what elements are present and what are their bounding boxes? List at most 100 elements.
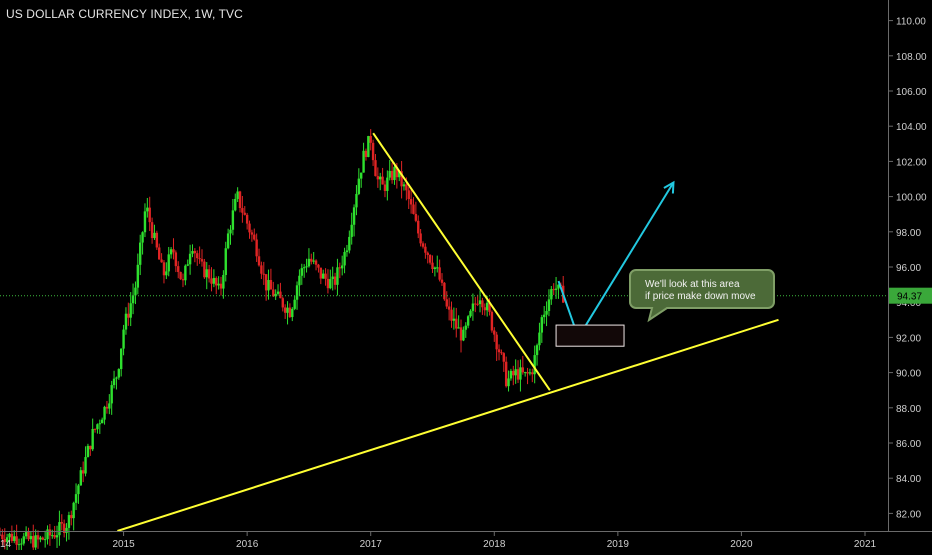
candle-body bbox=[196, 253, 199, 259]
candle-body bbox=[245, 214, 249, 224]
candle-body bbox=[129, 303, 132, 318]
candle-body bbox=[219, 283, 223, 289]
candle-body bbox=[22, 536, 25, 544]
candle-body bbox=[169, 249, 173, 255]
candle-body bbox=[248, 223, 251, 233]
candle-body bbox=[295, 285, 299, 300]
candle-body bbox=[110, 385, 113, 404]
candle-body bbox=[379, 176, 382, 180]
candle-body bbox=[70, 515, 73, 519]
candle-body bbox=[41, 537, 44, 540]
candle-body bbox=[521, 367, 525, 373]
candle-body bbox=[281, 298, 284, 308]
candle-body bbox=[523, 372, 527, 374]
candle-body bbox=[58, 522, 61, 536]
candle-body bbox=[117, 369, 121, 378]
candle-body bbox=[293, 299, 296, 309]
candle-body bbox=[481, 300, 484, 308]
candle-body bbox=[419, 233, 422, 244]
candle-body bbox=[286, 307, 289, 313]
y-tick-label: 98.00 bbox=[896, 228, 921, 239]
candle-body bbox=[350, 224, 353, 237]
candle-body bbox=[48, 529, 52, 536]
candle-body bbox=[103, 406, 106, 420]
candle-body bbox=[552, 289, 555, 291]
candle-body bbox=[485, 302, 489, 311]
candle-body bbox=[381, 176, 384, 185]
candle-body bbox=[181, 279, 185, 281]
candle-body bbox=[200, 259, 204, 262]
candle-body bbox=[438, 267, 441, 280]
candle-body bbox=[210, 278, 213, 284]
candle-body bbox=[509, 370, 513, 379]
candle-body bbox=[0, 534, 2, 536]
candle-body bbox=[165, 271, 168, 276]
callout-text-line2: if price make down move bbox=[645, 291, 756, 302]
x-tick-label: 2017 bbox=[360, 539, 383, 550]
candle-body bbox=[139, 242, 142, 265]
candle-body bbox=[60, 522, 63, 524]
candle-body bbox=[136, 264, 140, 288]
candle-body bbox=[409, 199, 413, 205]
candle-body bbox=[198, 258, 201, 260]
candle-body bbox=[179, 271, 182, 280]
candle-body bbox=[241, 208, 244, 213]
candle-body bbox=[364, 150, 368, 157]
candle-body bbox=[531, 372, 534, 375]
arrow-head-icon bbox=[663, 180, 675, 194]
candle-body bbox=[310, 258, 313, 262]
candle-body bbox=[86, 445, 90, 458]
candle-body bbox=[319, 267, 323, 279]
candle-body bbox=[236, 191, 239, 199]
candle-body bbox=[343, 252, 346, 266]
candle-body bbox=[447, 306, 451, 310]
candle-body bbox=[426, 252, 429, 255]
candle-body bbox=[443, 282, 446, 300]
y-tick-label: 90.00 bbox=[896, 369, 921, 380]
candle-body bbox=[502, 353, 505, 362]
candle-body bbox=[291, 308, 294, 318]
candle-body bbox=[495, 334, 498, 350]
candle-body bbox=[3, 539, 6, 543]
candle-body bbox=[17, 544, 21, 546]
y-tick-label: 108.00 bbox=[896, 52, 927, 63]
candle-body bbox=[10, 533, 14, 541]
candle-body bbox=[490, 311, 494, 331]
candle-body bbox=[134, 287, 137, 296]
candle-body bbox=[89, 445, 92, 450]
y-tick-label: 104.00 bbox=[896, 122, 927, 133]
candle-body bbox=[428, 254, 432, 263]
candle-body bbox=[528, 372, 532, 374]
candle-body bbox=[79, 470, 82, 486]
candle-body bbox=[260, 265, 263, 274]
trendline bbox=[117, 318, 779, 532]
candle-body bbox=[224, 248, 227, 275]
candle-body bbox=[424, 246, 427, 253]
candle-body bbox=[269, 280, 273, 290]
candle-body bbox=[272, 289, 275, 297]
candle-body bbox=[376, 176, 380, 180]
candle-body bbox=[188, 253, 192, 265]
candle-body bbox=[414, 213, 418, 221]
y-tick-label: 110.00 bbox=[896, 17, 926, 28]
candle-body bbox=[362, 150, 365, 173]
candle-body bbox=[186, 264, 189, 266]
candle-body bbox=[469, 310, 472, 317]
candle-body bbox=[305, 266, 308, 268]
candle-body bbox=[13, 536, 16, 541]
candle-body bbox=[478, 300, 482, 305]
callout-text-line1: We'll look at this area bbox=[645, 279, 740, 290]
candle-body bbox=[388, 170, 391, 178]
candle-body bbox=[34, 535, 37, 548]
candle-body bbox=[452, 318, 456, 321]
candle-body bbox=[445, 299, 448, 307]
candle-body bbox=[369, 136, 372, 143]
candle-body bbox=[20, 543, 23, 545]
candle-body bbox=[545, 310, 548, 315]
candle-body bbox=[122, 329, 125, 349]
candle-body bbox=[500, 352, 503, 354]
candle-body bbox=[100, 419, 104, 424]
